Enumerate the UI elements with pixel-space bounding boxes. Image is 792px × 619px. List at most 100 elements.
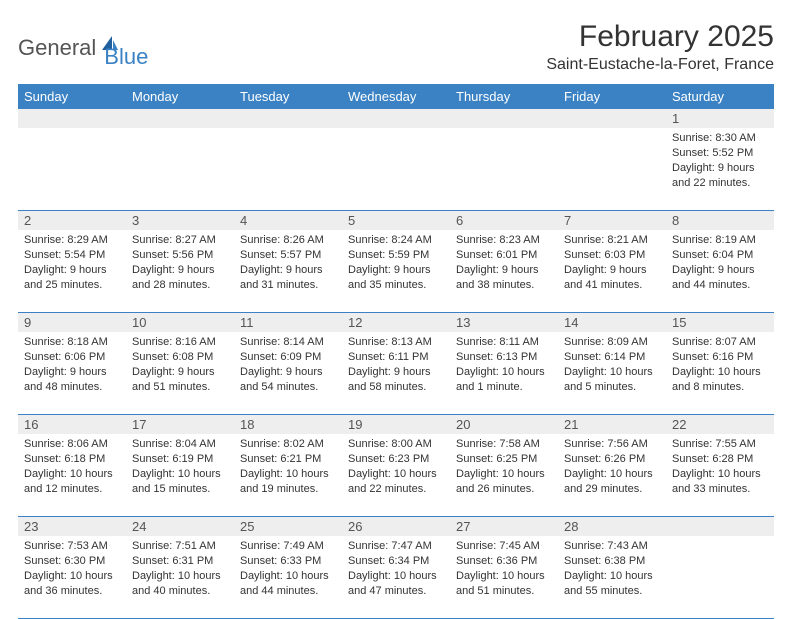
daylight-text: Daylight: 9 hours and 41 minutes. (564, 263, 660, 293)
calendar-cell: Sunrise: 7:58 AMSunset: 6:25 PMDaylight:… (450, 434, 558, 516)
sunrise-text: Sunrise: 7:49 AM (240, 539, 336, 554)
cell-body: Sunrise: 7:45 AMSunset: 6:36 PMDaylight:… (456, 539, 552, 598)
sunrise-text: Sunrise: 7:51 AM (132, 539, 228, 554)
day-number: 22 (666, 415, 774, 434)
day-number: 1 (666, 109, 774, 128)
calendar-cell: Sunrise: 8:14 AMSunset: 6:09 PMDaylight:… (234, 332, 342, 414)
sunset-text: Sunset: 6:21 PM (240, 452, 336, 467)
sunrise-text: Sunrise: 8:21 AM (564, 233, 660, 248)
calendar-cell: Sunrise: 7:43 AMSunset: 6:38 PMDaylight:… (558, 536, 666, 618)
day-number: 4 (234, 211, 342, 230)
cell-body: Sunrise: 8:00 AMSunset: 6:23 PMDaylight:… (348, 437, 444, 496)
logo-text-blue: Blue (104, 44, 148, 70)
day-number: 24 (126, 517, 234, 536)
sunrise-text: Sunrise: 8:11 AM (456, 335, 552, 350)
calendar-cell: Sunrise: 8:06 AMSunset: 6:18 PMDaylight:… (18, 434, 126, 516)
daylight-text: Daylight: 9 hours and 54 minutes. (240, 365, 336, 395)
sunrise-text: Sunrise: 8:27 AM (132, 233, 228, 248)
daylight-text: Daylight: 10 hours and 40 minutes. (132, 569, 228, 599)
cell-body: Sunrise: 8:11 AMSunset: 6:13 PMDaylight:… (456, 335, 552, 394)
calendar-cell: Sunrise: 8:09 AMSunset: 6:14 PMDaylight:… (558, 332, 666, 414)
sunset-text: Sunset: 6:01 PM (456, 248, 552, 263)
daynum-row: 9101112131415 (18, 313, 774, 332)
calendar-cell: Sunrise: 8:21 AMSunset: 6:03 PMDaylight:… (558, 230, 666, 312)
daylight-text: Daylight: 9 hours and 44 minutes. (672, 263, 768, 293)
sunset-text: Sunset: 6:33 PM (240, 554, 336, 569)
sunset-text: Sunset: 6:19 PM (132, 452, 228, 467)
sunrise-text: Sunrise: 8:16 AM (132, 335, 228, 350)
daynum-row: 2345678 (18, 211, 774, 230)
day-header-sun: Sunday (18, 84, 126, 109)
sunset-text: Sunset: 6:14 PM (564, 350, 660, 365)
calendar-cell (450, 128, 558, 210)
day-number (126, 109, 234, 128)
calendar-cell: Sunrise: 8:13 AMSunset: 6:11 PMDaylight:… (342, 332, 450, 414)
daylight-text: Daylight: 9 hours and 22 minutes. (672, 161, 768, 191)
sunset-text: Sunset: 6:26 PM (564, 452, 660, 467)
daylight-text: Daylight: 10 hours and 55 minutes. (564, 569, 660, 599)
daylight-text: Daylight: 10 hours and 26 minutes. (456, 467, 552, 497)
daylight-text: Daylight: 9 hours and 25 minutes. (24, 263, 120, 293)
sunset-text: Sunset: 6:13 PM (456, 350, 552, 365)
cell-body: Sunrise: 7:56 AMSunset: 6:26 PMDaylight:… (564, 437, 660, 496)
week-row: Sunrise: 8:06 AMSunset: 6:18 PMDaylight:… (18, 434, 774, 517)
day-number: 17 (126, 415, 234, 434)
sunrise-text: Sunrise: 8:06 AM (24, 437, 120, 452)
day-number: 15 (666, 313, 774, 332)
cell-body: Sunrise: 8:13 AMSunset: 6:11 PMDaylight:… (348, 335, 444, 394)
cell-body: Sunrise: 8:09 AMSunset: 6:14 PMDaylight:… (564, 335, 660, 394)
day-number: 5 (342, 211, 450, 230)
cell-body: Sunrise: 7:58 AMSunset: 6:25 PMDaylight:… (456, 437, 552, 496)
cell-body: Sunrise: 8:29 AMSunset: 5:54 PMDaylight:… (24, 233, 120, 292)
daylight-text: Daylight: 9 hours and 48 minutes. (24, 365, 120, 395)
calendar-cell: Sunrise: 8:29 AMSunset: 5:54 PMDaylight:… (18, 230, 126, 312)
daylight-text: Daylight: 10 hours and 8 minutes. (672, 365, 768, 395)
day-number: 2 (18, 211, 126, 230)
sunset-text: Sunset: 5:59 PM (348, 248, 444, 263)
sunset-text: Sunset: 6:25 PM (456, 452, 552, 467)
sunrise-text: Sunrise: 8:04 AM (132, 437, 228, 452)
sunrise-text: Sunrise: 8:02 AM (240, 437, 336, 452)
day-number: 27 (450, 517, 558, 536)
calendar-cell (126, 128, 234, 210)
calendar-cell (342, 128, 450, 210)
calendar-cell: Sunrise: 8:11 AMSunset: 6:13 PMDaylight:… (450, 332, 558, 414)
sunset-text: Sunset: 6:09 PM (240, 350, 336, 365)
day-number: 12 (342, 313, 450, 332)
calendar-cell: Sunrise: 7:51 AMSunset: 6:31 PMDaylight:… (126, 536, 234, 618)
sunrise-text: Sunrise: 8:14 AM (240, 335, 336, 350)
cell-body: Sunrise: 7:53 AMSunset: 6:30 PMDaylight:… (24, 539, 120, 598)
day-header-mon: Monday (126, 84, 234, 109)
sunrise-text: Sunrise: 8:19 AM (672, 233, 768, 248)
day-number (558, 109, 666, 128)
daylight-text: Daylight: 9 hours and 35 minutes. (348, 263, 444, 293)
sunset-text: Sunset: 6:23 PM (348, 452, 444, 467)
day-header-sat: Saturday (666, 84, 774, 109)
day-number: 3 (126, 211, 234, 230)
calendar-cell: Sunrise: 8:24 AMSunset: 5:59 PMDaylight:… (342, 230, 450, 312)
sunset-text: Sunset: 6:34 PM (348, 554, 444, 569)
day-headers-row: Sunday Monday Tuesday Wednesday Thursday… (18, 84, 774, 109)
calendar: Sunday Monday Tuesday Wednesday Thursday… (18, 84, 774, 619)
sunrise-text: Sunrise: 8:00 AM (348, 437, 444, 452)
cell-body: Sunrise: 8:04 AMSunset: 6:19 PMDaylight:… (132, 437, 228, 496)
calendar-cell: Sunrise: 7:45 AMSunset: 6:36 PMDaylight:… (450, 536, 558, 618)
daynum-row: 16171819202122 (18, 415, 774, 434)
day-number: 23 (18, 517, 126, 536)
daylight-text: Daylight: 10 hours and 15 minutes. (132, 467, 228, 497)
cell-body: Sunrise: 7:55 AMSunset: 6:28 PMDaylight:… (672, 437, 768, 496)
day-header-tue: Tuesday (234, 84, 342, 109)
daynum-row: 232425262728 (18, 517, 774, 536)
cell-body: Sunrise: 8:21 AMSunset: 6:03 PMDaylight:… (564, 233, 660, 292)
sunrise-text: Sunrise: 8:13 AM (348, 335, 444, 350)
cell-body: Sunrise: 7:49 AMSunset: 6:33 PMDaylight:… (240, 539, 336, 598)
location-text: Saint-Eustache-la-Foret, France (546, 56, 774, 74)
sunset-text: Sunset: 6:30 PM (24, 554, 120, 569)
calendar-cell: Sunrise: 8:30 AMSunset: 5:52 PMDaylight:… (666, 128, 774, 210)
cell-body: Sunrise: 8:02 AMSunset: 6:21 PMDaylight:… (240, 437, 336, 496)
sunset-text: Sunset: 6:36 PM (456, 554, 552, 569)
sunset-text: Sunset: 6:31 PM (132, 554, 228, 569)
calendar-cell (558, 128, 666, 210)
month-title: February 2025 (546, 20, 774, 54)
calendar-cell: Sunrise: 8:16 AMSunset: 6:08 PMDaylight:… (126, 332, 234, 414)
